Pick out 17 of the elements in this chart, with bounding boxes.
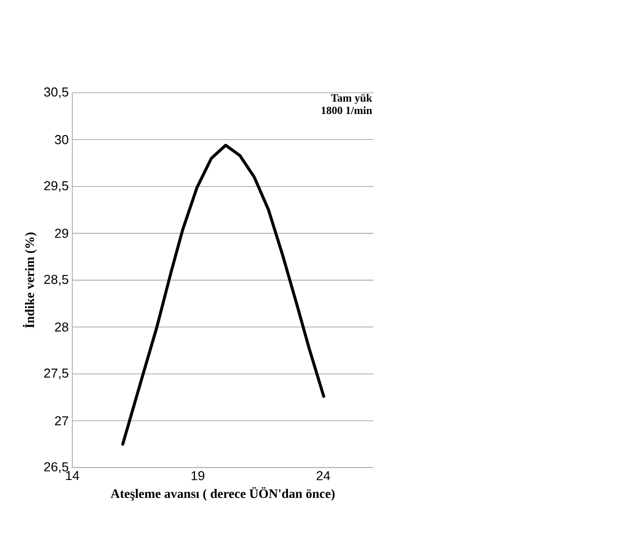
y-tick-label: 29 xyxy=(55,228,68,238)
y-tick-label: 28,5 xyxy=(44,274,68,286)
x-tick-label: 19 xyxy=(192,471,204,480)
y-tick-label: 27 xyxy=(55,416,68,426)
y-axis-title: İndike verim (%) xyxy=(22,232,37,328)
line-series xyxy=(121,144,326,446)
x-tick-label: 24 xyxy=(316,471,330,480)
y-tick-label: 30 xyxy=(54,134,68,144)
annotation: 1800 1/min xyxy=(322,106,372,114)
y-tick-label: 26,5 xyxy=(44,462,68,473)
x-axis-title: Ateşleme avansı ( derece ÜÖN'dan önce) xyxy=(110,487,335,501)
y-tick-label: 27,5 xyxy=(44,368,68,380)
y-tick-label: 30,5 xyxy=(44,87,68,98)
x-tick-label: 14 xyxy=(66,471,80,480)
y-tick-label: 28 xyxy=(55,322,68,332)
y-tick-label: 29,5 xyxy=(44,181,68,192)
annotation: Tam yük xyxy=(331,94,372,104)
